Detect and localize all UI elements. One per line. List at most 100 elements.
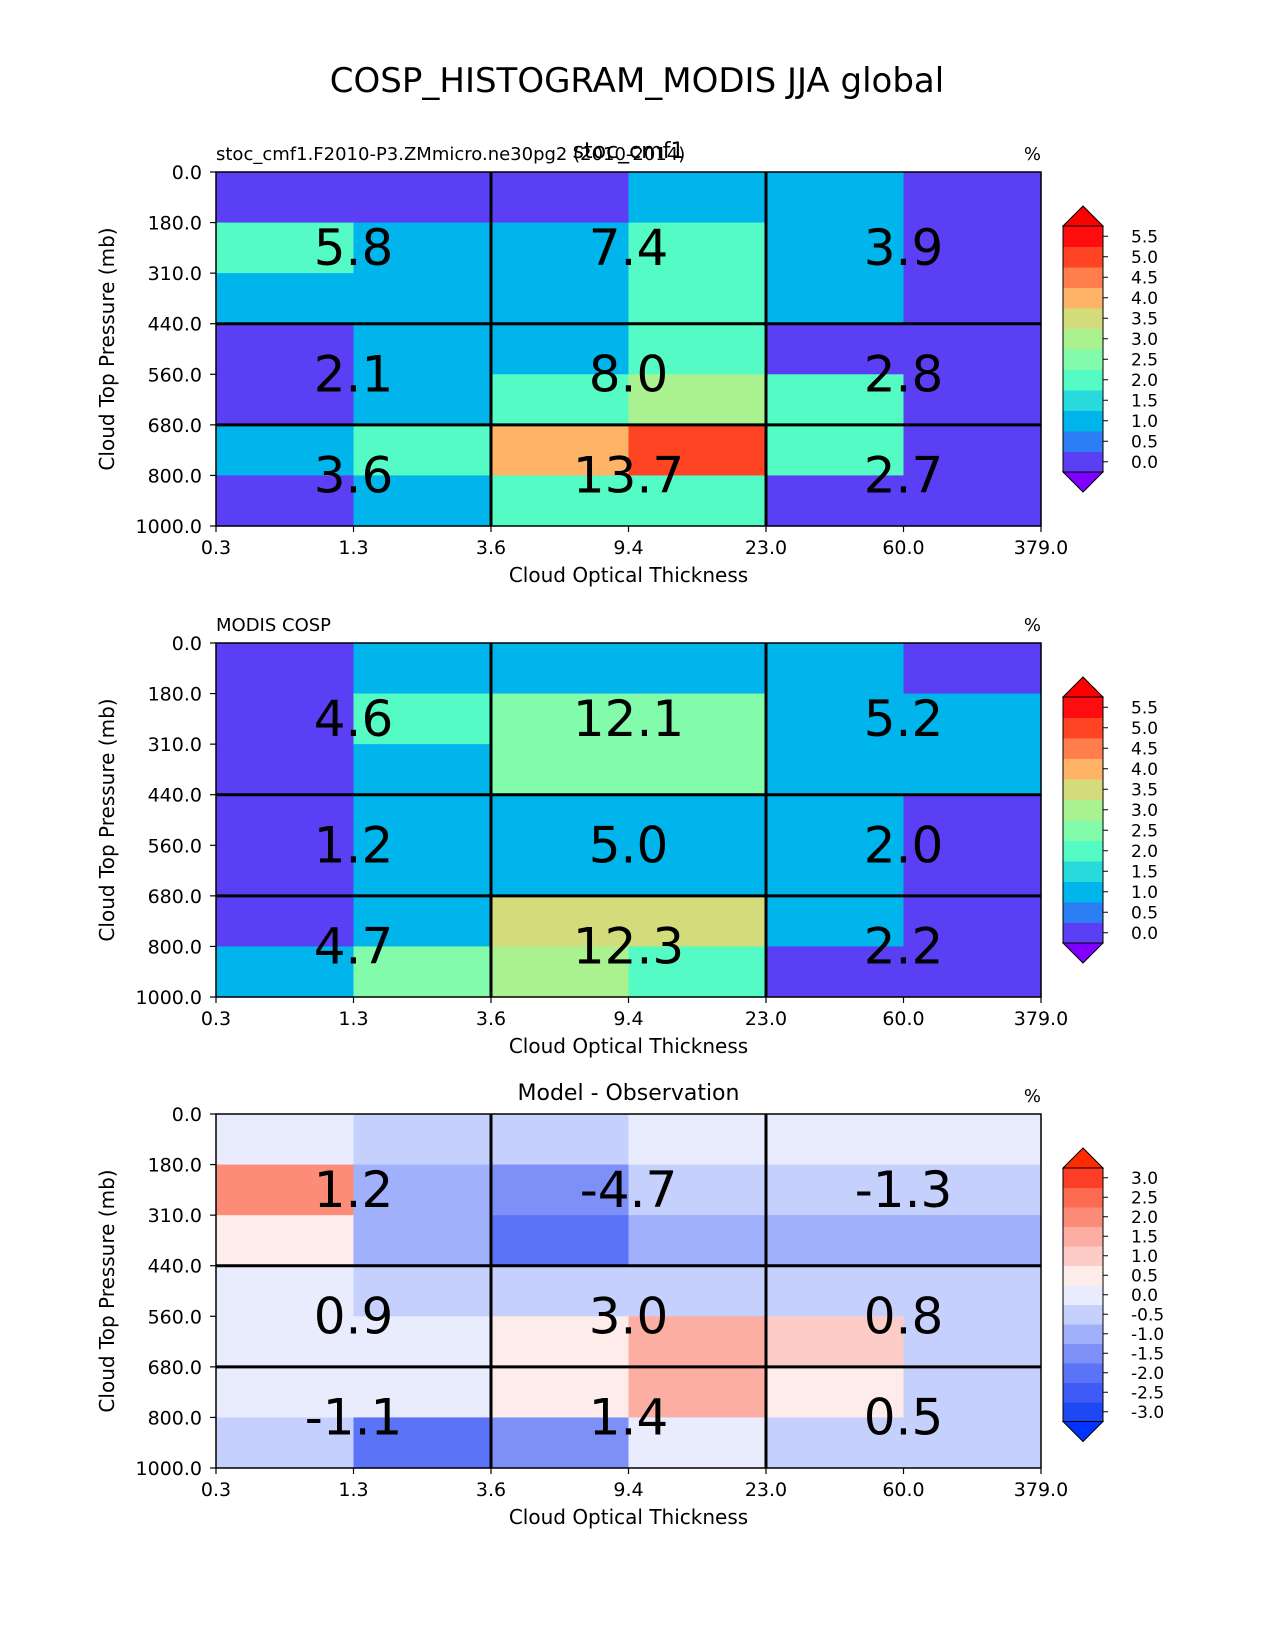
heatmap-cell — [491, 1366, 630, 1419]
y-tick-label: 680.0 — [148, 415, 202, 437]
colorbar-segment — [1063, 779, 1103, 800]
heatmap-cell — [216, 323, 355, 375]
heatmap-cell — [628, 895, 767, 948]
colorbar-tick-label: 0.5 — [1131, 903, 1158, 923]
panel-title-left: MODIS COSP — [216, 615, 331, 636]
heatmap-cell — [903, 273, 1042, 325]
y-tick-label: 180.0 — [148, 684, 202, 706]
y-tick-label: 0.0 — [172, 633, 202, 655]
heatmap-cell — [766, 946, 905, 998]
y-tick-label: 1000.0 — [136, 987, 202, 1009]
x-tick-label: 1.3 — [338, 1008, 368, 1030]
colorbar-tick-label: 0.0 — [1131, 1286, 1158, 1306]
heatmap-cell — [628, 475, 767, 527]
heatmap-cell — [628, 845, 767, 897]
colorbar-segment — [1063, 1265, 1103, 1286]
heatmap-cell — [903, 1366, 1042, 1419]
heatmap-cell — [353, 946, 492, 998]
heatmap-cell — [628, 946, 767, 998]
heatmap-cell — [628, 1164, 767, 1216]
heatmap-cell — [628, 172, 767, 224]
heatmap-cell — [491, 946, 630, 998]
colorbar-tick-label: 4.0 — [1131, 289, 1158, 309]
y-axis-label: Cloud Top Pressure (mb) — [95, 698, 119, 941]
heatmap-cell — [353, 1366, 492, 1419]
colorbar-tick-label: 4.5 — [1131, 268, 1158, 288]
heatmap-cell — [903, 222, 1042, 274]
heatmap-cell — [766, 895, 905, 948]
colorbar-segment — [1063, 697, 1103, 718]
heatmap-cell — [353, 1265, 492, 1317]
x-tick-label: 379.0 — [1014, 1008, 1068, 1030]
heatmap-cell — [216, 895, 355, 948]
heatmap-cell — [766, 1265, 905, 1317]
box-value-label: 1.2 — [314, 1161, 394, 1219]
box-value-label: 2.2 — [864, 917, 944, 975]
heatmap-cell — [491, 643, 630, 695]
heatmap-cell — [903, 946, 1042, 998]
heatmap-cell — [216, 643, 355, 695]
colorbar-tick-label: -0.5 — [1131, 1305, 1164, 1325]
box-value-label: 4.7 — [314, 917, 394, 975]
heatmap-cell — [628, 1316, 767, 1368]
colorbar-tick-label: -1.5 — [1131, 1344, 1164, 1364]
heatmap-cell — [353, 424, 492, 477]
heatmap-cell — [628, 643, 767, 695]
x-tick-label: 9.4 — [613, 537, 643, 559]
box-value-label: 12.3 — [573, 917, 684, 975]
colorbar-segment — [1063, 349, 1103, 370]
box-value-label: 12.1 — [573, 690, 684, 748]
heatmap-cell — [216, 946, 355, 998]
colorbar-tick-label: 1.5 — [1131, 391, 1158, 411]
heatmap-cell — [766, 1114, 905, 1166]
heatmap-cell — [628, 222, 767, 274]
heatmap-cell — [628, 794, 767, 846]
y-tick-label: 1000.0 — [136, 1458, 202, 1480]
heatmap-cell — [766, 744, 905, 796]
box-value-label: 1.2 — [314, 816, 394, 874]
x-tick-label: 23.0 — [745, 537, 787, 559]
box-value-label: 2.1 — [314, 345, 394, 403]
heatmap-cell — [216, 1366, 355, 1419]
x-tick-label: 1.3 — [338, 537, 368, 559]
colorbar-frame — [1062, 225, 1104, 473]
colorbar-segment — [1063, 328, 1103, 350]
colorbar-tick-label: -3.0 — [1131, 1403, 1164, 1423]
heatmap-cell — [903, 845, 1042, 897]
x-tick-label: 0.3 — [201, 1479, 231, 1501]
colorbar-tick-label: -1.0 — [1131, 1325, 1164, 1345]
y-tick-label: 180.0 — [148, 1155, 202, 1177]
y-tick-label: 560.0 — [148, 835, 202, 857]
heatmap-cell — [903, 1265, 1042, 1317]
colorbar-tick-label: 3.0 — [1131, 330, 1158, 350]
heatmap-cell — [628, 1265, 767, 1317]
heatmap-cell — [216, 1265, 355, 1317]
heatmap-cell — [216, 273, 355, 325]
heatmap-cell — [216, 475, 355, 527]
heatmap-cell — [491, 744, 630, 796]
x-tick-label: 1.3 — [338, 1479, 368, 1501]
heatmap-cell — [216, 374, 355, 426]
y-tick-label: 800.0 — [148, 465, 202, 487]
colorbar-segment — [1063, 1187, 1103, 1208]
heatmap-cell — [766, 693, 905, 745]
x-axis-label: Cloud Optical Thickness — [509, 1034, 748, 1058]
heatmap-cell — [353, 374, 492, 426]
heatmap-cell — [491, 475, 630, 527]
colorbar-segment — [1063, 226, 1103, 247]
heatmap-cell — [353, 794, 492, 846]
heatmap-cell — [353, 475, 492, 527]
y-axis-label: Cloud Top Pressure (mb) — [95, 1169, 119, 1412]
colorbar-over-extension — [1061, 676, 1105, 698]
panel-title-right: % — [1024, 615, 1041, 636]
heatmap-cell — [353, 323, 492, 375]
heatmap-cell — [353, 1114, 492, 1166]
heatmap-cell — [903, 374, 1042, 426]
colorbar-tick-label: 4.5 — [1131, 739, 1158, 759]
box-value-label: -1.3 — [855, 1161, 953, 1219]
heatmap-cell — [491, 1417, 630, 1469]
colorbar-tick-label: 5.5 — [1131, 227, 1158, 247]
heatmap-cell — [628, 273, 767, 325]
y-tick-label: 560.0 — [148, 364, 202, 386]
heatmap-cell — [353, 222, 492, 274]
